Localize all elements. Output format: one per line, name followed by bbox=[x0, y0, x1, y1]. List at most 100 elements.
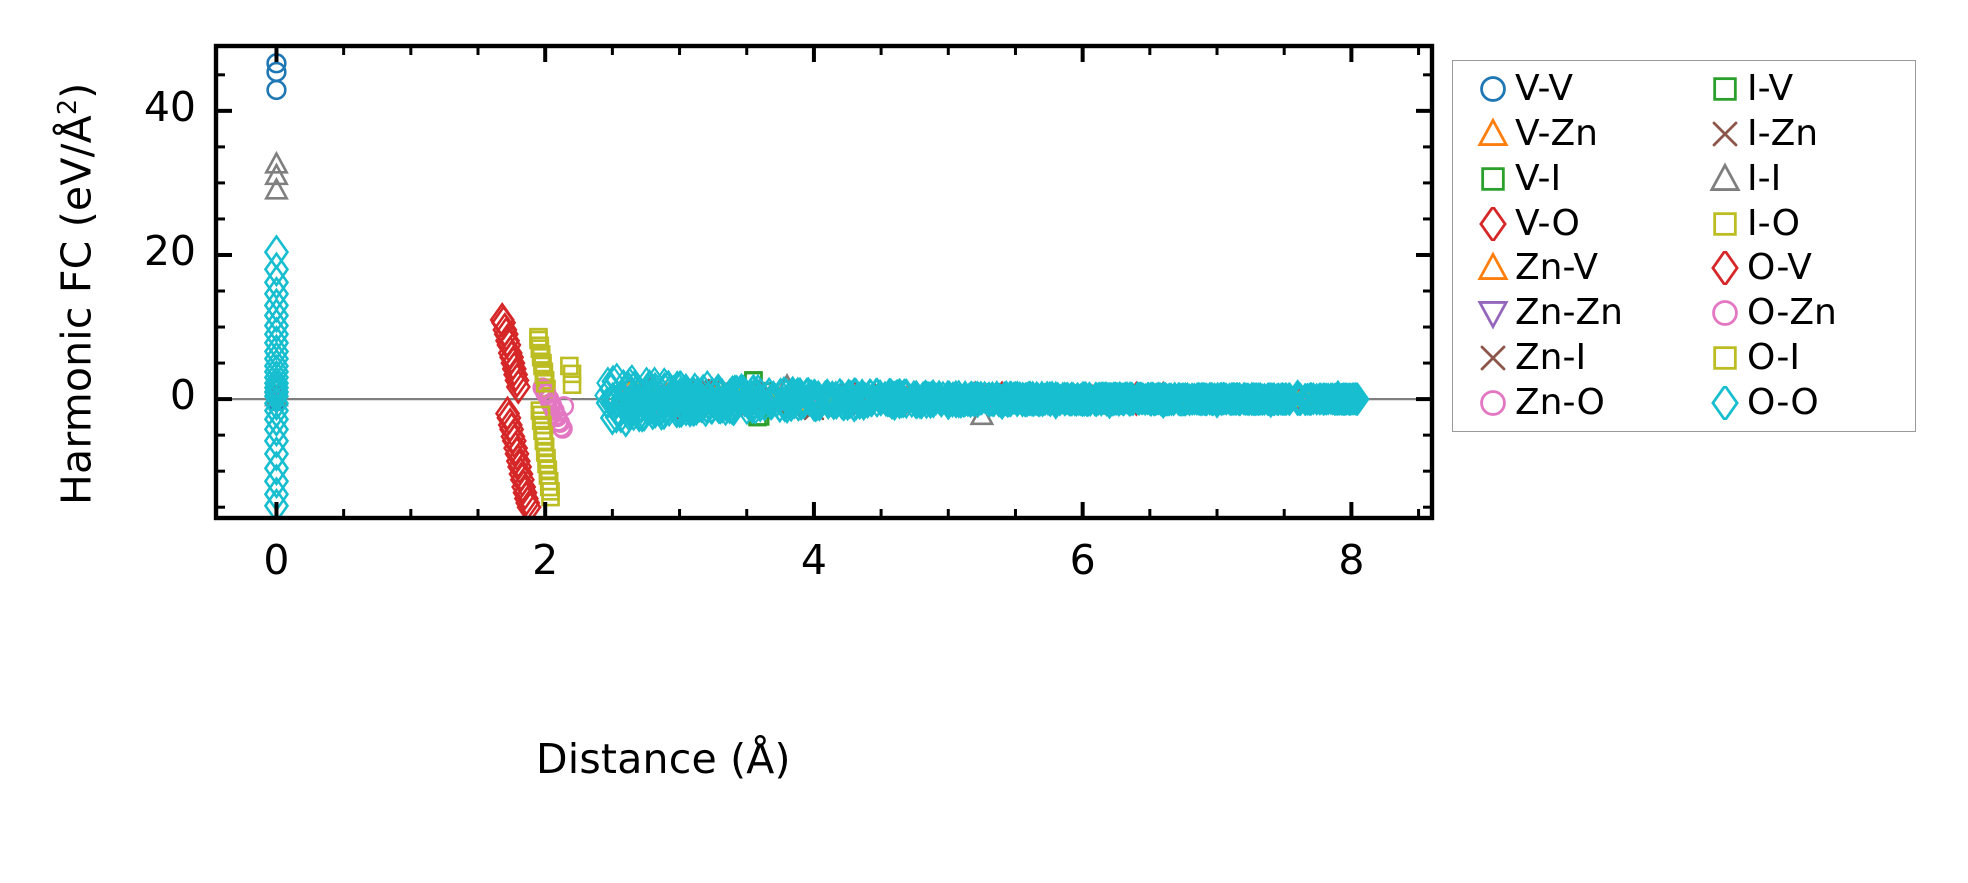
y-axis-label: Harmonic FC (eV/Å2) bbox=[52, 83, 101, 505]
legend: V-V V-Zn V-I V-O Zn-V Zn-Zn Zn-I Zn-O I-V I-Zn I-I… bbox=[1452, 60, 1916, 432]
legend-item-o-zn[interactable]: O-Zn bbox=[1685, 291, 1917, 336]
data-point bbox=[1089, 383, 1114, 417]
data-point bbox=[1161, 383, 1186, 417]
legend-label: I-O bbox=[1747, 202, 1800, 244]
data-point bbox=[1288, 382, 1313, 416]
data-point bbox=[630, 384, 655, 418]
data-point bbox=[264, 176, 289, 200]
triangle-marker-icon bbox=[1471, 251, 1515, 285]
cross-marker-icon bbox=[1471, 341, 1515, 375]
legend-item-i-zn[interactable]: I-Zn bbox=[1685, 112, 1917, 157]
legend-label: Zn-I bbox=[1515, 336, 1587, 378]
data-point bbox=[263, 325, 290, 361]
data-point bbox=[562, 375, 582, 394]
legend-item-zn-o[interactable]: Zn-O bbox=[1453, 380, 1685, 425]
data-point bbox=[263, 251, 290, 288]
legend-label: V-V bbox=[1515, 68, 1574, 110]
data-point bbox=[1709, 162, 1741, 191]
data-point bbox=[1479, 206, 1507, 241]
legend-label: V-O bbox=[1515, 202, 1580, 244]
legend-item-o-o[interactable]: O-O bbox=[1685, 380, 1917, 425]
data-point bbox=[504, 362, 530, 399]
data-point bbox=[263, 487, 290, 518]
data-point bbox=[779, 387, 804, 422]
data-point bbox=[501, 350, 527, 387]
y-axis-label-exponent: 2 bbox=[52, 98, 82, 116]
data-point bbox=[1191, 382, 1215, 416]
data-point bbox=[538, 460, 558, 480]
data-point bbox=[1027, 384, 1051, 418]
legend-item-v-o[interactable]: V-O bbox=[1453, 201, 1685, 246]
data-point bbox=[1295, 382, 1320, 416]
data-point bbox=[1157, 382, 1182, 417]
data-point bbox=[263, 436, 290, 472]
data-point bbox=[1035, 380, 1059, 414]
data-point bbox=[710, 390, 735, 424]
legend-item-o-i[interactable]: O-I bbox=[1685, 336, 1917, 381]
legend-item-zn-zn[interactable]: Zn-Zn bbox=[1453, 291, 1685, 336]
data-point bbox=[1340, 382, 1365, 416]
data-point bbox=[689, 384, 713, 419]
data-point bbox=[562, 364, 582, 384]
data-point bbox=[1120, 381, 1145, 416]
data-point bbox=[1711, 385, 1739, 420]
data-point bbox=[691, 373, 715, 408]
legend-item-i-i[interactable]: I-I bbox=[1685, 157, 1917, 202]
triangle-marker-icon bbox=[1471, 117, 1515, 151]
data-point bbox=[757, 376, 781, 411]
legend-label: I-Zn bbox=[1747, 113, 1819, 155]
legend-item-o-v[interactable]: O-V bbox=[1685, 246, 1917, 291]
x-tick-label: 6 bbox=[1069, 536, 1096, 584]
data-point bbox=[263, 423, 290, 459]
legend-item-v-v[interactable]: V-V bbox=[1453, 67, 1685, 112]
data-point bbox=[1713, 211, 1737, 236]
data-point bbox=[264, 150, 289, 174]
y-tick-label: 40 bbox=[143, 82, 196, 131]
legend-item-v-zn[interactable]: V-Zn bbox=[1453, 112, 1685, 157]
data-point bbox=[541, 482, 560, 501]
data-point bbox=[1017, 383, 1041, 417]
axes-frame bbox=[213, 43, 1435, 521]
legend-item-v-i[interactable]: V-I bbox=[1453, 157, 1685, 202]
triangle-marker-icon bbox=[1703, 162, 1747, 196]
data-point bbox=[266, 79, 287, 101]
data-point bbox=[649, 392, 674, 426]
data-point bbox=[832, 383, 856, 418]
x-tick-label: 0 bbox=[263, 536, 290, 584]
data-point bbox=[1320, 382, 1345, 416]
data-point bbox=[1713, 77, 1737, 102]
data-point bbox=[968, 381, 993, 415]
legend-item-i-o[interactable]: I-O bbox=[1685, 201, 1917, 246]
square-marker-icon bbox=[1471, 162, 1515, 196]
data-point bbox=[263, 287, 290, 324]
legend-label: O-V bbox=[1747, 247, 1812, 289]
data-point bbox=[1265, 382, 1289, 417]
data-point bbox=[858, 378, 883, 413]
data-point bbox=[1213, 381, 1237, 416]
data-point bbox=[1187, 382, 1212, 416]
data-point bbox=[1116, 382, 1141, 416]
legend-item-zn-v[interactable]: Zn-V bbox=[1453, 246, 1685, 291]
data-point bbox=[980, 380, 1005, 415]
cross-marker-icon bbox=[1703, 117, 1747, 151]
data-point bbox=[1477, 301, 1509, 330]
legend-item-zn-i[interactable]: Zn-I bbox=[1453, 336, 1685, 381]
data-point bbox=[657, 393, 681, 428]
data-point bbox=[850, 381, 874, 415]
data-point bbox=[1477, 251, 1509, 281]
legend-item-i-v[interactable]: I-V bbox=[1685, 67, 1917, 112]
data-point bbox=[263, 385, 290, 422]
legend-grid: V-V V-Zn V-I V-O Zn-V Zn-Zn Zn-I Zn-O I-V I-Zn I-I… bbox=[1453, 61, 1915, 431]
data-point bbox=[1252, 382, 1277, 417]
data-point bbox=[1246, 382, 1271, 417]
data-point bbox=[924, 382, 948, 416]
data-point bbox=[263, 374, 290, 410]
data-point bbox=[264, 162, 289, 186]
x-axis-label: Distance (Å) bbox=[536, 735, 791, 783]
data-point bbox=[263, 297, 290, 334]
legend-label: I-V bbox=[1747, 68, 1794, 110]
data-point bbox=[1045, 383, 1070, 417]
data-point bbox=[1477, 117, 1509, 147]
data-point bbox=[661, 374, 686, 408]
